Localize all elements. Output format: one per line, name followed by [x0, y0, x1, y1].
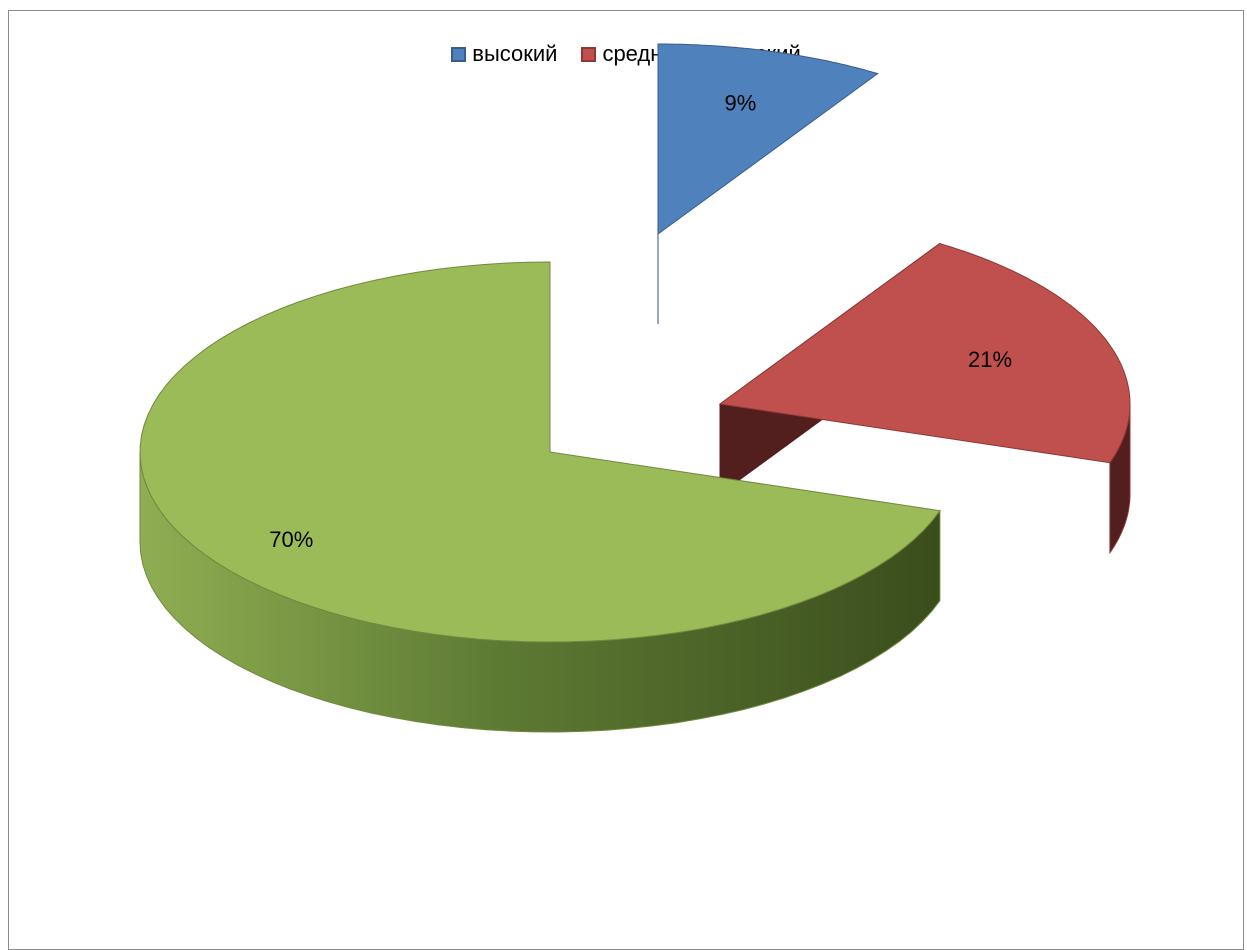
- data-labels: 9% 21% 70%: [269, 91, 1012, 552]
- slice-low: [139, 261, 941, 643]
- legend-item-high: высокий: [451, 41, 557, 67]
- pie-chart: 9% 21% 70%: [139, 43, 1131, 733]
- legend-swatch-medium: [581, 46, 597, 62]
- legend-label-high: высокий: [472, 41, 558, 66]
- data-label-high: 9%: [725, 91, 757, 116]
- data-label-medium: 21%: [968, 347, 1012, 372]
- slice-high: [657, 43, 879, 235]
- slice-tops: [139, 43, 1131, 643]
- data-label-low: 70%: [269, 527, 313, 552]
- slice-medium: [718, 243, 1131, 464]
- legend-swatch-high: [451, 46, 467, 62]
